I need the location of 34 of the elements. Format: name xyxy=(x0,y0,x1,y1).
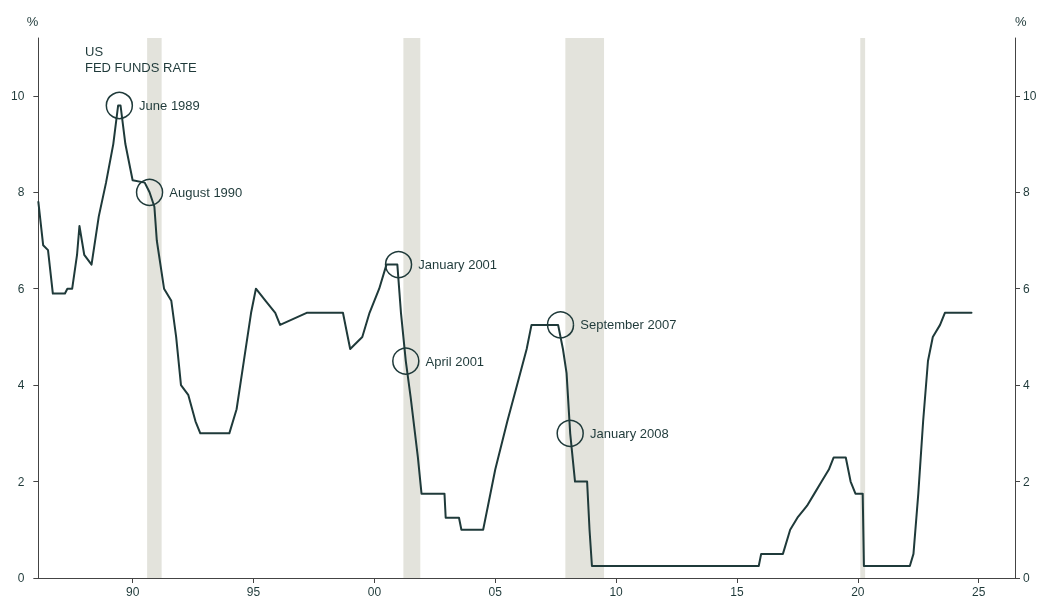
y-tick-label: 8 xyxy=(17,185,25,200)
y-tick-label: 10 xyxy=(10,88,25,103)
y-tick-label: 2 xyxy=(17,474,25,489)
point xyxy=(105,91,134,120)
x-tick-label: 10 xyxy=(609,585,624,599)
x-tick-label: 20 xyxy=(851,585,865,599)
annotation: September 2007 xyxy=(580,317,677,333)
point xyxy=(135,178,164,207)
x-tick-label: 05 xyxy=(488,585,503,599)
y2-tick-label: 0 xyxy=(1023,571,1030,585)
x-tick-label: 25 xyxy=(972,585,986,599)
annotation: January 2001 xyxy=(418,257,498,273)
point xyxy=(556,419,584,448)
x-tick-label: 90 xyxy=(125,585,140,599)
point xyxy=(392,347,420,375)
y-axis-title: % xyxy=(26,14,39,29)
annotation: January 2008 xyxy=(589,425,669,441)
text: US FED FUNDS RATE xyxy=(85,43,198,75)
y2-tick-label: 8 xyxy=(1023,185,1030,200)
y2-tick-label: 2 xyxy=(1023,474,1030,489)
y2-tick-label: 6 xyxy=(1023,281,1030,296)
annotation: April 2001 xyxy=(425,353,485,369)
y-tick-label: 0 xyxy=(17,571,25,585)
x-tick-label: 00 xyxy=(367,585,382,599)
y-tick-label: 4 xyxy=(17,378,25,393)
y2-axis-title: % xyxy=(1015,14,1027,29)
y2-tick-label: 4 xyxy=(1023,378,1030,393)
annotation: August 1990 xyxy=(169,184,243,200)
x-tick-label: 15 xyxy=(730,585,744,599)
annotation: June 1989 xyxy=(139,98,200,113)
y-tick-label: 6 xyxy=(17,281,25,296)
point xyxy=(384,250,413,279)
y2-tick-label: 10 xyxy=(1023,88,1037,103)
x-tick-label: 95 xyxy=(246,585,261,599)
